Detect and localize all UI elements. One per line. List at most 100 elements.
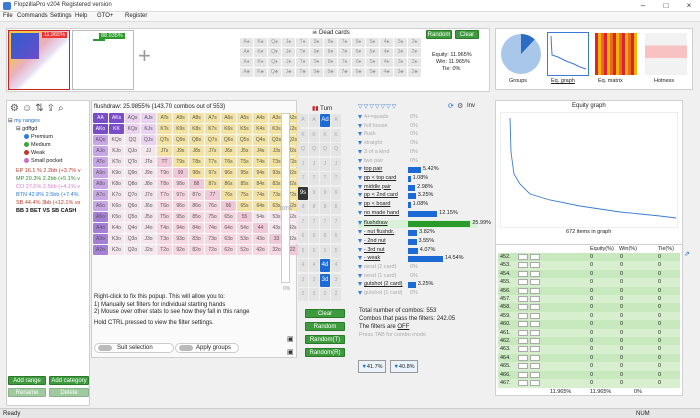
tree-range[interactable]: BTN 42.8% 2.5bb (+7.4% (16, 192, 79, 198)
turn-card[interactable]: 7 (309, 215, 319, 229)
export-icon[interactable]: ⇗ (684, 251, 690, 258)
hand-cell[interactable]: 85o (189, 212, 204, 222)
filter-row[interactable]: oesd (2 card) 0% (358, 264, 478, 272)
hand-cell[interactable]: A3o (93, 234, 108, 244)
dead-card[interactable]: 9♥ (310, 48, 323, 57)
turn-card[interactable]: Q (320, 143, 330, 156)
hand-cell[interactable]: K3o (109, 234, 124, 244)
filter-row[interactable]: straight 0% (358, 140, 478, 148)
rename-button[interactable]: Rename (8, 388, 46, 397)
hand-cell[interactable]: J3o (141, 234, 156, 244)
hand-cell[interactable]: A3s (269, 113, 284, 123)
filter-row[interactable]: top pair 5.42% (358, 166, 478, 174)
dead-card[interactable]: 4♠ (380, 38, 393, 47)
menu-gto[interactable]: GTO+ (97, 13, 114, 19)
hand-cell[interactable]: A6o (93, 201, 108, 211)
hand-cell[interactable]: 53o (237, 234, 252, 244)
dead-card[interactable]: 2♣ (408, 68, 421, 77)
sort-icon[interactable]: ⇅ (35, 103, 47, 114)
dead-card[interactable]: J♦ (282, 58, 295, 67)
dead-card[interactable]: 4♥ (380, 48, 393, 57)
hand-cell[interactable]: 54o (237, 223, 252, 233)
hand-cell[interactable]: Q4o (125, 223, 140, 233)
turn-card[interactable]: 2 (298, 288, 308, 301)
turn-card[interactable]: 8 (309, 201, 319, 214)
dead-card[interactable]: 4♣ (380, 68, 393, 77)
hand-cell[interactable]: K6o (109, 201, 124, 211)
dead-card[interactable]: Q♣ (268, 68, 281, 77)
turn-clear-button[interactable]: Clear (305, 309, 345, 318)
maximize-icon[interactable]: □ (663, 1, 669, 10)
dead-card[interactable]: 4♦ (380, 58, 393, 67)
dead-card[interactable]: 3♣ (394, 68, 407, 77)
hand-cell[interactable]: Q8s (189, 135, 204, 145)
hand-cell[interactable]: 85s (237, 179, 252, 189)
turn-card[interactable]: 8 (298, 201, 308, 214)
hand-cell[interactable]: 22 (285, 245, 300, 255)
dead-card[interactable]: A♣ (240, 68, 253, 77)
table-row[interactable]: 466. 0 0 0 (498, 370, 680, 380)
turn-card[interactable]: 7 (331, 215, 341, 229)
turn-card[interactable]: K (331, 128, 341, 142)
dead-card[interactable]: 6♣ (352, 68, 365, 77)
dead-card[interactable]: A♦ (240, 58, 253, 67)
tree-category[interactable]: Premium (24, 134, 53, 140)
hand-cell[interactable]: J5s (237, 146, 252, 156)
hand-cell[interactable]: K4s (253, 124, 268, 134)
hand-cell[interactable]: J7s (205, 146, 220, 156)
hand-cell[interactable]: 43s (269, 223, 284, 233)
tree-range[interactable]: CO 27.5% 2.5bb (+4.1% v (16, 184, 81, 190)
dead-card[interactable]: 8♥ (324, 48, 337, 57)
hand-cell[interactable]: J8s (189, 146, 204, 156)
hand-cell[interactable]: 52s (285, 212, 300, 222)
turn-card[interactable]: A (298, 114, 308, 127)
hand-cell[interactable]: 92o (173, 245, 188, 255)
turn-card[interactable]: Q (331, 143, 341, 156)
filter-row[interactable]: no made hand 12.15% (358, 210, 478, 218)
turn-card[interactable]: 3 (298, 273, 308, 287)
hand-cell[interactable]: 65s (237, 201, 252, 211)
turn-card[interactable]: 2 (331, 288, 341, 301)
selected-turn-card[interactable]: 9s (298, 186, 308, 200)
filter-list[interactable]: 4+=quads 0% full house 0% flush 0% straight 0% 3… (358, 114, 491, 296)
turn-card[interactable]: 4 (298, 259, 308, 272)
filter-icons[interactable]: ▽▽▽▽▽▽▽ (358, 104, 398, 110)
turn-card[interactable]: J (298, 157, 308, 171)
turn-card[interactable]: J (309, 157, 319, 171)
hand-cell[interactable]: A2o (93, 245, 108, 255)
menu-settings[interactable]: Settings (50, 13, 72, 19)
hand-cell[interactable]: 74o (205, 223, 220, 233)
turn-card[interactable]: 9 (309, 186, 319, 200)
hand-cell[interactable]: A7s (205, 113, 220, 123)
hand-cell[interactable]: 82o (189, 245, 204, 255)
hand-cell[interactable]: 88 (189, 179, 204, 189)
turn-card[interactable]: 2 (320, 288, 330, 301)
hand-cell[interactable]: 84o (189, 223, 204, 233)
hand-cell[interactable]: K9s (173, 124, 188, 134)
turn-card[interactable]: K (309, 128, 319, 142)
hand-cell[interactable]: 73s (269, 190, 284, 200)
hand-cell[interactable]: 55 (237, 212, 252, 222)
dead-card[interactable]: J♥ (282, 48, 295, 57)
table-row[interactable]: 467. 0 0 0 (498, 379, 680, 388)
turn-card[interactable]: 8 (320, 201, 330, 214)
hand-cell[interactable]: Q3o (125, 234, 140, 244)
hand-cell[interactable]: T7o (157, 190, 172, 200)
filter-row[interactable]: pp < 2nd card 3.25% (358, 192, 478, 200)
turn-card[interactable]: 8 (331, 201, 341, 214)
hand-cell[interactable]: K7s (205, 124, 220, 134)
dead-card[interactable]: 6♦ (352, 58, 365, 67)
hand-cell[interactable]: JTo (141, 157, 156, 167)
hand-cell[interactable]: J8o (141, 179, 156, 189)
hand-cell[interactable]: 94s (253, 168, 268, 178)
import-icon[interactable]: ⇪ (46, 103, 58, 114)
selected-turn-card[interactable]: 3d (320, 273, 330, 287)
hand-cell[interactable]: JTs (157, 146, 172, 156)
table-row[interactable]: 460. 0 0 0 (498, 320, 680, 330)
hand-cell[interactable]: J3s (269, 146, 284, 156)
hand-cell[interactable]: 64s (253, 201, 268, 211)
minimize-icon[interactable]: – (640, 1, 646, 10)
hand-cell[interactable]: 43o (253, 234, 268, 244)
hand-cell[interactable]: 42o (253, 245, 268, 255)
hand-cell[interactable]: Q6o (125, 201, 140, 211)
